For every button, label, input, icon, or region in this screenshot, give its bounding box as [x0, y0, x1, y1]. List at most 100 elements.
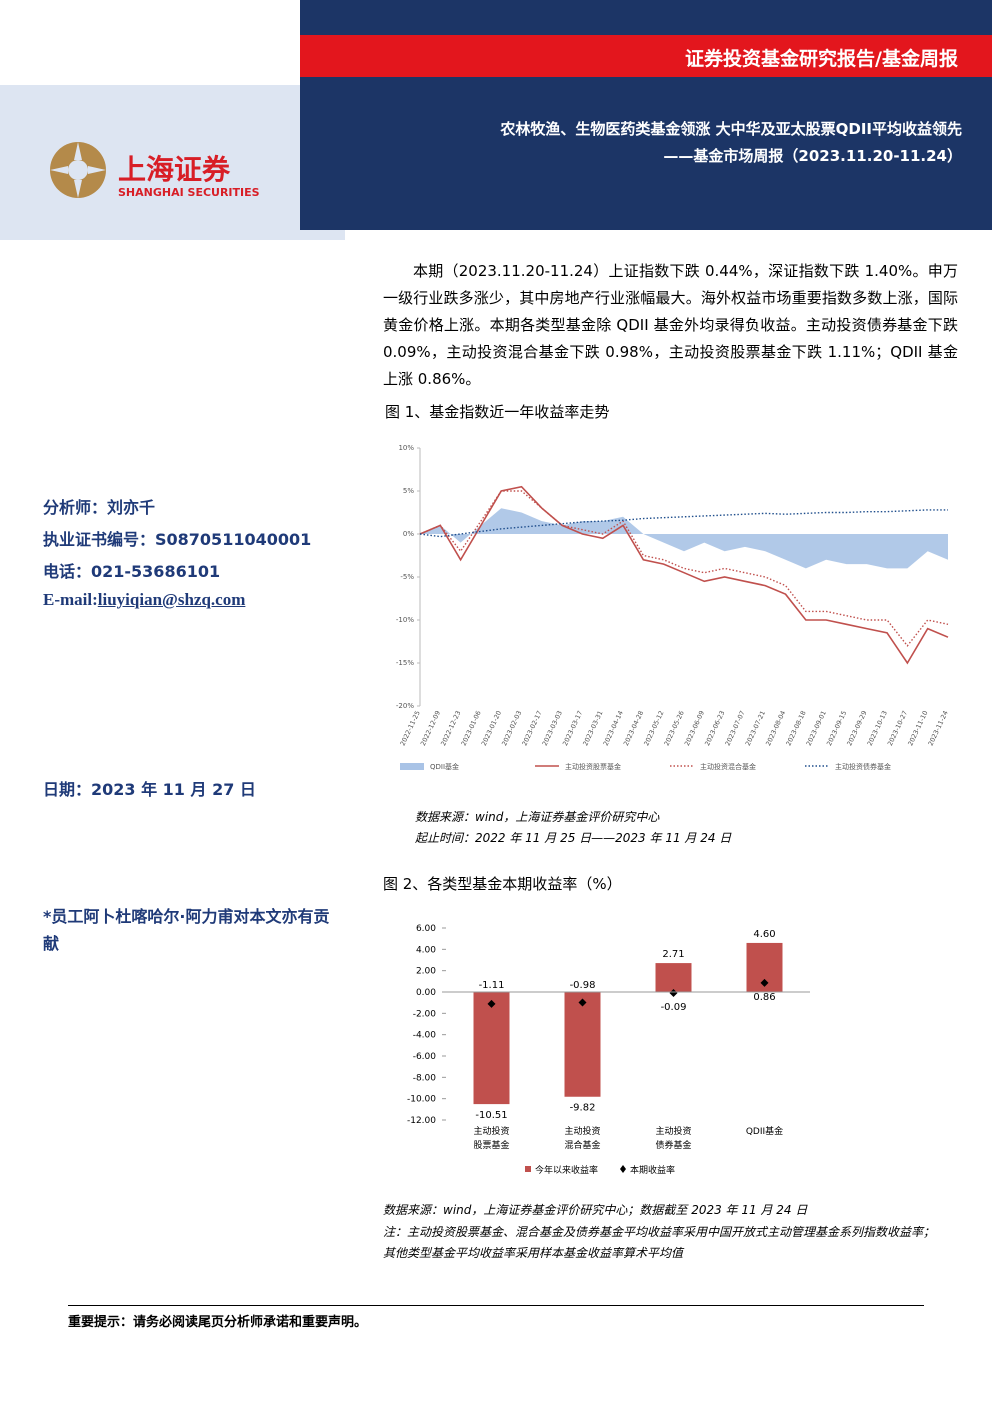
figure1-caption: 图 1、基金指数近一年收益率走势	[385, 403, 610, 421]
legend-swatch	[620, 1165, 626, 1173]
point	[578, 998, 587, 1007]
bar-label: 4.60	[753, 929, 775, 940]
x-tick-label: 2023-07-07	[724, 709, 747, 747]
figure2-source: 数据来源：wind，上海证券基金评价研究中心；数据截至 2023 年 11 月 …	[383, 1203, 808, 1217]
x-tick-label: 2023-11-10	[906, 709, 929, 747]
figure1-source: 数据来源：wind，上海证券基金评价研究中心	[415, 810, 660, 824]
logo-name: 上海证券	[118, 153, 231, 186]
bar-label: 2.71	[662, 949, 684, 960]
x-tick-label: 主动投资债券基金	[655, 1127, 692, 1151]
email-link[interactable]: liuyiqian@shzq.com	[97, 590, 246, 609]
point	[760, 978, 769, 987]
x-tick-label: 2023-01-06	[460, 709, 483, 747]
y-tick-label: 0%	[403, 530, 414, 538]
x-tick-label: 2023-07-21	[744, 709, 767, 747]
analyst: 分析师：刘亦千	[43, 498, 156, 517]
contributor: *员工阿卜杜喀哈尔·阿力甫对本文亦有贡献	[43, 907, 330, 953]
x-tick-label: 2022-12-09	[419, 709, 442, 747]
legend-label: 主动投资债券基金	[835, 762, 891, 771]
x-tick-label: 2023-05-12	[642, 709, 665, 747]
y-tick-label: -4.00	[413, 1031, 437, 1041]
date: 日期：2023 年 11 月 27 日	[43, 780, 256, 799]
email-row: E-mail:liuyiqian@shzq.com	[43, 590, 245, 610]
legend-label: 今年以来收益率	[535, 1164, 598, 1176]
y-tick-label: 0.00	[416, 988, 436, 998]
x-tick-label: QDII基金	[745, 1127, 784, 1137]
x-tick-label: 2022-11-25	[399, 709, 422, 747]
y-tick-label: 6.00	[416, 924, 436, 934]
point-label: -0.09	[661, 1002, 687, 1013]
y-tick-label: -8.00	[413, 1073, 437, 1083]
x-tick-label: 主动投资股票基金	[473, 1127, 510, 1151]
y-tick-label: -5%	[400, 573, 414, 581]
report-title: 农林牧渔、生物医药类基金领涨 大中华及亚太股票QDII平均收益领先	[500, 120, 962, 138]
legend-label: 主动投资混合基金	[700, 762, 756, 771]
x-tick-label: 2023-09-15	[825, 709, 848, 747]
point	[669, 988, 678, 997]
y-tick-label: -2.00	[413, 1009, 437, 1019]
legend-swatch	[400, 763, 424, 770]
x-tick-label: 2023-10-27	[886, 709, 909, 747]
legend-label: QDII基金	[430, 762, 459, 771]
bar	[473, 992, 510, 1105]
report-type: 证券投资基金研究报告/基金周报	[685, 48, 958, 70]
x-tick-label: 2023-09-01	[805, 709, 828, 747]
y-tick-label: -10%	[396, 616, 414, 624]
line	[419, 509, 948, 538]
y-tick-label: 10%	[398, 444, 414, 452]
cert: 执业证书编号：S0870511040001	[43, 530, 312, 549]
legend-label: 本期收益率	[630, 1164, 675, 1176]
x-tick-label: 2023-06-23	[703, 709, 726, 747]
report-subtitle: ——基金市场周报（2023.11.20-11.24）	[663, 147, 962, 165]
x-tick-label: 2023-02-03	[500, 709, 523, 747]
bar-label: -10.51	[475, 1110, 507, 1121]
x-tick-label: 2023-10-13	[866, 709, 889, 747]
point	[487, 999, 496, 1008]
x-tick-label: 2023-04-14	[602, 709, 625, 747]
bar-label: -9.82	[570, 1103, 596, 1114]
x-tick-label: 2023-02-17	[520, 709, 543, 747]
line	[419, 490, 949, 647]
x-tick-label: 2023-08-04	[764, 709, 787, 747]
figure2-chart: 6.00 4.00 2.00 0.00 -2.00 -4.00 -6.00 -8.00 -10.…	[407, 924, 810, 1176]
figure2-caption: 图 2、各类型基金本期收益率（%）	[383, 875, 622, 893]
x-tick-label: 2023-05-26	[663, 709, 686, 747]
y-tick-label: 2.00	[416, 967, 436, 977]
y-tick-label: 5%	[403, 487, 414, 495]
x-tick-label: 2023-08-18	[784, 709, 807, 747]
footer-rule	[68, 1305, 924, 1306]
y-tick-label: -6.00	[413, 1052, 437, 1062]
x-tick-label: 主动投资混合基金	[564, 1127, 601, 1151]
legend-swatch	[525, 1166, 531, 1172]
x-tick-label: 2023-03-17	[561, 709, 584, 747]
summary: 本期（2023.11.20-11.24）上证指数下跌 0.44%，深证指数下跌 …	[383, 262, 958, 388]
y-tick-label: -20%	[396, 702, 414, 710]
header-red-band	[300, 35, 992, 77]
logo-name-en: SHANGHAI SECURITIES	[118, 186, 260, 199]
x-tick-label: 2023-04-28	[622, 709, 645, 747]
point-label: 0.86	[753, 992, 775, 1003]
point-label: -0.98	[570, 980, 596, 991]
legend-label: 主动投资股票基金	[565, 762, 621, 771]
x-tick-label: 2023-01-20	[480, 709, 503, 747]
area	[420, 508, 948, 569]
x-tick-label: 2023-11-24	[927, 709, 950, 747]
bar	[564, 992, 601, 1097]
y-tick-label: -10.00	[407, 1095, 436, 1105]
line	[419, 485, 949, 665]
x-tick-label: 2023-06-09	[683, 709, 706, 747]
figure1-period: 起止时间：2022 年 11 月 25 日——2023 年 11 月 24 日	[415, 831, 732, 845]
y-tick-label: -12.00	[407, 1116, 436, 1126]
y-tick-label: -15%	[396, 659, 414, 667]
y-tick-label: 4.00	[416, 945, 436, 955]
x-tick-label: 2023-03-03	[541, 709, 564, 747]
footer: 重要提示：请务必阅读尾页分析师承诺和重要声明。	[68, 1315, 368, 1330]
phone: 电话：021-53686101	[43, 562, 221, 581]
email-label: E-mail:	[43, 590, 98, 609]
x-tick-label: 2023-09-29	[845, 709, 868, 747]
x-tick-label: 2023-03-31	[581, 709, 604, 747]
logo-icon	[50, 142, 106, 198]
figure2-wrap: 6.00 4.00 2.00 0.00 -2.00 -4.00 -6.00 -8.00 -10.…	[380, 915, 820, 1185]
x-tick-label: 2022-12-23	[439, 709, 462, 747]
